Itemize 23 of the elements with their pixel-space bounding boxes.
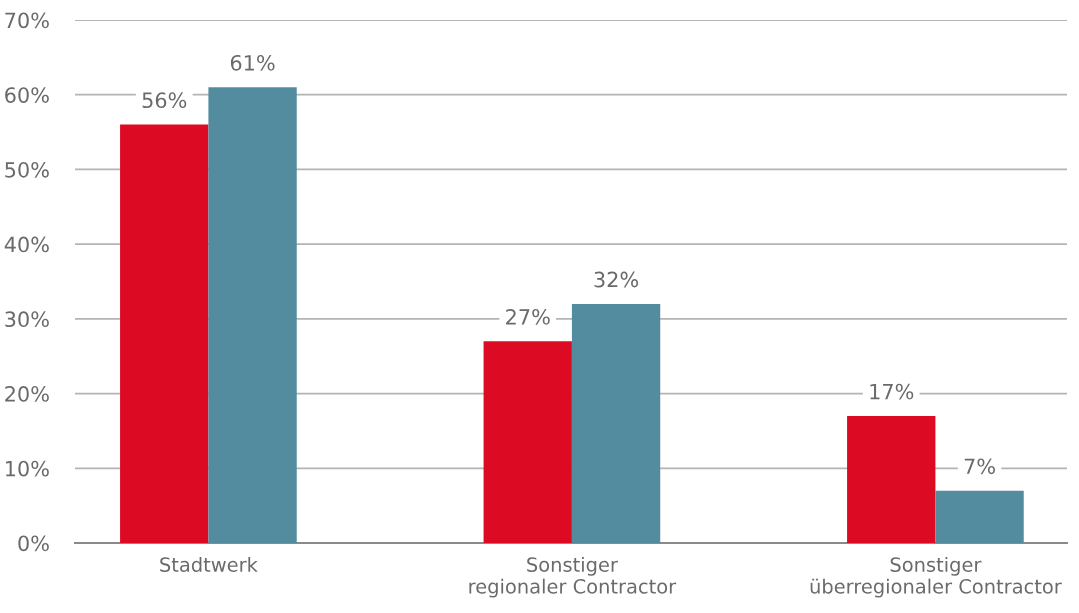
data-label: 56%	[142, 92, 187, 109]
bar	[120, 124, 209, 543]
y-tick-label: 10%	[5, 460, 49, 477]
bar	[483, 341, 572, 543]
data-label: 32%	[594, 271, 639, 288]
data-label: 7%	[964, 458, 995, 475]
y-tick-label: 20%	[5, 386, 49, 402]
y-tick-label: 30%	[5, 311, 49, 328]
bar	[208, 87, 297, 543]
y-tick-label: 0%	[18, 535, 49, 552]
bar	[847, 415, 936, 543]
y-tick-label: 60%	[5, 87, 49, 103]
y-tick-label: 70%	[5, 12, 49, 29]
x-tick-label: Stadtwerk	[160, 556, 258, 572]
x-tick-label: Sonstiger überregionaler Contractor	[810, 556, 1062, 598]
bar	[935, 490, 1024, 543]
data-label: 17%	[870, 383, 914, 400]
bar	[571, 303, 661, 543]
data-label: 61%	[230, 54, 275, 71]
x-tick-label: Sonstiger regionaler Contractor	[469, 556, 677, 598]
data-label: 27%	[506, 308, 550, 325]
y-tick-label: 50%	[5, 161, 49, 178]
y-tick-label: 40%	[4, 236, 49, 253]
